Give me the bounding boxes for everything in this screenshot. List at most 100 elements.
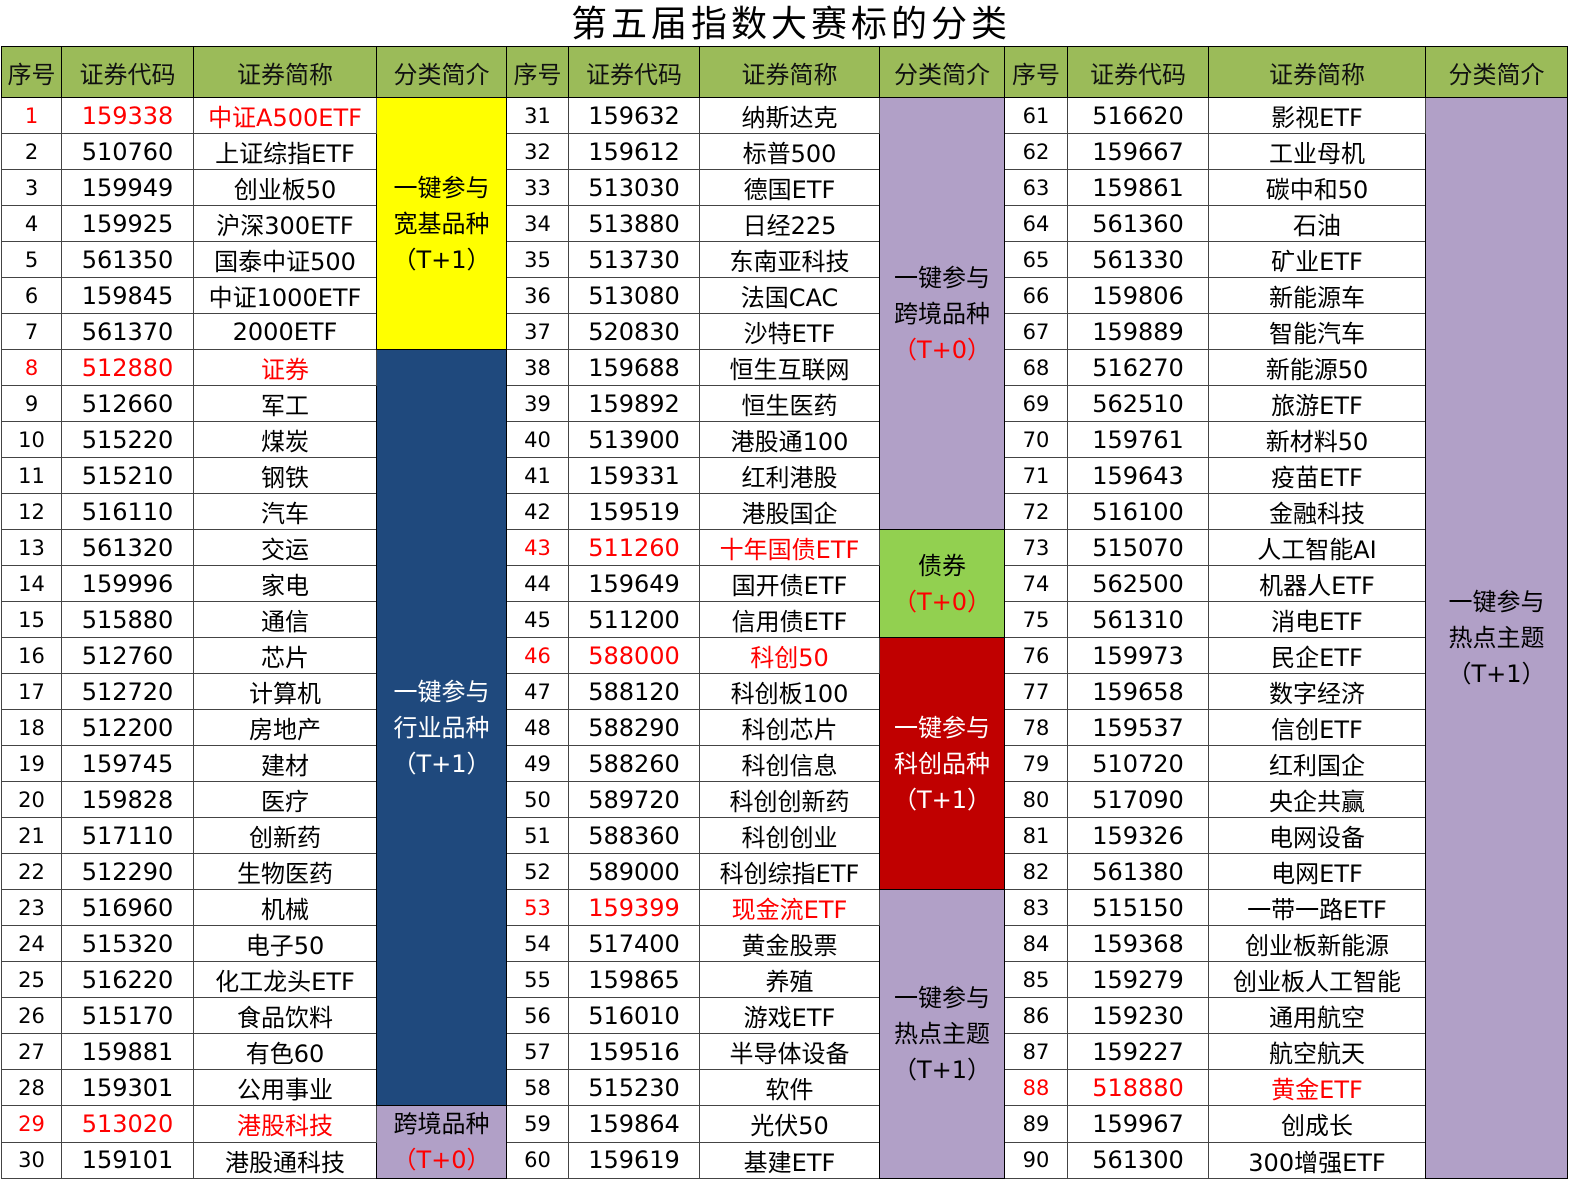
code-cell: 588000 [568,637,700,674]
name-cell: 沙特ETF [699,313,880,350]
name-cell: 300增强ETF [1208,1141,1426,1179]
code-cell: 516110 [61,493,194,530]
header-code: 证券代码 [61,46,194,98]
serial-cell: 18 [1,709,62,746]
code-cell: 512290 [61,853,194,890]
code-cell: 159619 [568,1141,700,1179]
category-cell: 一键参与 热点主题 （T+1） [1425,97,1568,1179]
category-label: 热点主题 [894,1020,990,1048]
name-cell: 科创芯片 [699,709,880,746]
serial-cell: 85 [1004,961,1068,998]
serial-cell: 61 [1004,97,1068,134]
table-row: 19 159745 建材 49 588260 科创信息 79 510720 红利国企 [1,745,1568,782]
code-cell: 516220 [61,961,194,998]
name-cell: 上证综指ETF [193,133,377,170]
category-cell: 债券 （T+0） [879,529,1005,638]
name-cell: 纳斯达克 [699,97,880,134]
code-cell: 510720 [1067,745,1209,782]
name-cell: 港股国企 [699,493,880,530]
serial-cell: 87 [1004,1033,1068,1070]
name-cell: 科创综指ETF [699,853,880,890]
name-cell: 汽车 [193,493,377,530]
category-cell: 一键参与 宽基品种 （T+1） [376,97,507,350]
name-cell: 计算机 [193,673,377,710]
name-cell: 现金流ETF [699,889,880,926]
table-row: 18 512200 房地产 48 588290 科创芯片 78 159537 信创ETF [1,709,1568,746]
serial-cell: 1 [1,97,62,134]
name-cell: 信用债ETF [699,601,880,638]
code-cell: 510760 [61,133,194,170]
serial-cell: 12 [1,493,62,530]
code-cell: 159519 [568,493,700,530]
serial-cell: 45 [506,601,569,638]
code-cell: 588260 [568,745,700,782]
code-cell: 516960 [61,889,194,926]
name-cell: 创成长 [1208,1105,1426,1143]
code-cell: 515320 [61,925,194,962]
code-cell: 515230 [568,1069,700,1106]
name-cell: 科创50 [699,637,880,674]
serial-cell: 41 [506,457,569,494]
serial-cell: 34 [506,205,569,242]
serial-cell: 21 [1,817,62,854]
category-label: 一键参与 [393,677,490,706]
code-cell: 159632 [568,97,700,134]
serial-cell: 26 [1,997,62,1034]
name-cell: 电网ETF [1208,853,1426,890]
name-cell: 恒生互联网 [699,349,880,386]
code-cell: 562500 [1067,565,1209,602]
code-cell: 159101 [61,1141,194,1179]
code-cell: 159996 [61,565,194,602]
serial-cell: 3 [1,169,62,206]
category-label: 一键参与 [894,263,990,292]
header-code: 证券代码 [1067,46,1209,98]
header-row: 序号 证券代码 证券简称 分类简介 序号 证券代码 证券简称 分类简介 序号 证券代码 证券简称 分类… [1,46,1568,98]
serial-cell: 47 [506,673,569,710]
table-row: 20 159828 医疗 50 589720 科创创新药 80 517090 央企共赢 [1,781,1568,818]
name-cell: 房地产 [193,709,377,746]
serial-cell: 73 [1004,529,1068,566]
table-row: 9 512660 军工 39 159892 恒生医药 69 562510 旅游ETF [1,385,1568,422]
code-cell: 561360 [1067,205,1209,242]
code-cell: 159973 [1067,637,1209,674]
category-label: 债券 [918,551,966,580]
category-label: （T+0） [892,587,992,616]
serial-cell: 66 [1004,277,1068,314]
serial-cell: 20 [1,781,62,818]
serial-cell: 62 [1004,133,1068,170]
serial-cell: 8 [1,349,62,386]
category-cell: 一键参与 科创品种 （T+1） [879,637,1005,890]
name-cell: 数字经济 [1208,673,1426,710]
code-cell: 159227 [1067,1033,1209,1070]
name-cell: 创业板50 [193,169,377,206]
code-cell: 159889 [1067,313,1209,350]
name-cell: 国泰中证500 [193,241,377,278]
name-cell: 民企ETF [1208,637,1426,674]
name-cell: 央企共赢 [1208,781,1426,818]
name-cell: 港股科技 [193,1105,377,1143]
name-cell: 航空航天 [1208,1033,1426,1070]
code-cell: 515170 [61,997,194,1034]
code-cell: 159516 [568,1033,700,1070]
serial-cell: 25 [1,961,62,998]
code-cell: 159643 [1067,457,1209,494]
code-cell: 515210 [61,457,194,494]
name-cell: 化工龙头ETF [193,961,377,998]
name-cell: 港股通科技 [193,1141,377,1179]
name-cell: 影视ETF [1208,97,1426,134]
serial-cell: 65 [1004,241,1068,278]
serial-cell: 88 [1004,1069,1068,1106]
serial-cell: 36 [506,277,569,314]
category-label: （T+1） [892,785,992,814]
serial-cell: 74 [1004,565,1068,602]
category-cell: 一键参与 行业品种 （T+1） [376,349,507,1106]
serial-cell: 76 [1004,637,1068,674]
code-cell: 518880 [1067,1069,1209,1106]
name-cell: 医疗 [193,781,377,818]
category-label: 宽基品种 [393,209,490,238]
category-label: 一键参与 [894,713,990,742]
page-title: 第五届指数大赛标的分类 [570,4,1011,45]
code-cell: 562510 [1067,385,1209,422]
name-cell: 恒生医药 [699,385,880,422]
name-cell: 电网设备 [1208,817,1426,854]
